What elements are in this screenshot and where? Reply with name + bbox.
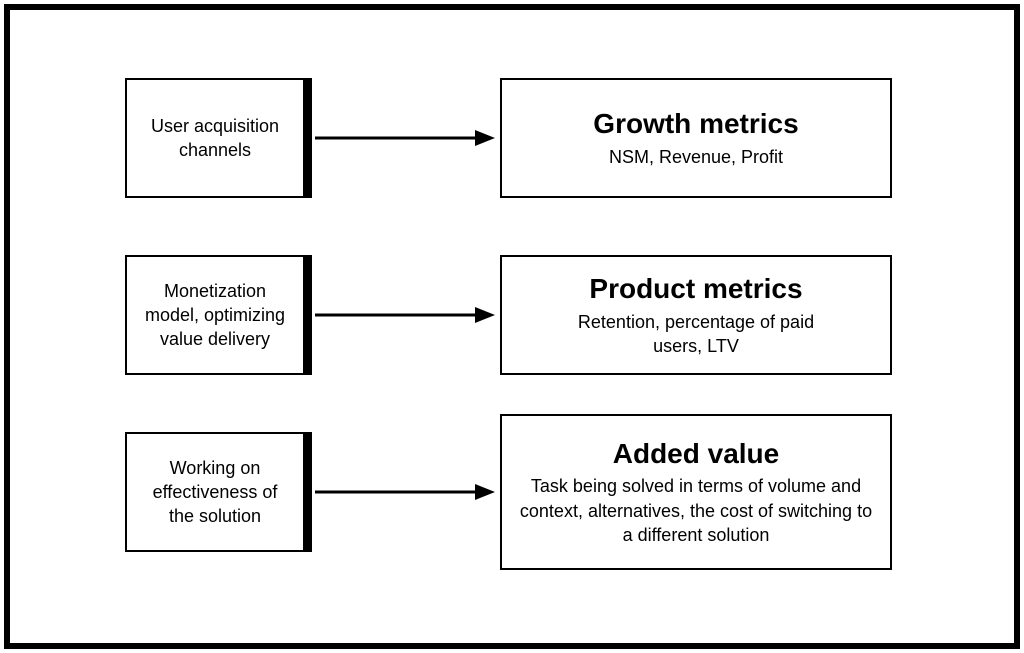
right-subtitle: Task being solved in terms of volume and…: [518, 474, 874, 547]
arrow-icon: [315, 128, 495, 148]
outer-frame: User acquisition channels Growth metrics…: [4, 4, 1020, 649]
arrow-icon: [315, 305, 495, 325]
right-box-product-metrics: Product metrics Retention, percentage of…: [500, 255, 892, 375]
diagram-container: User acquisition channels Growth metrics…: [10, 10, 1014, 643]
right-subtitle: Retention, percentage of paid users, LTV: [561, 310, 831, 359]
right-subtitle: NSM, Revenue, Profit: [609, 145, 783, 169]
right-title: Growth metrics: [593, 107, 798, 141]
left-text: Working on effectiveness of the solution: [139, 456, 291, 529]
left-box-monetization: Monetization model, optimizing value del…: [125, 255, 305, 375]
left-box-user-acquisition: User acquisition channels: [125, 78, 305, 198]
left-text: User acquisition channels: [139, 114, 291, 163]
left-box-effectiveness: Working on effectiveness of the solution: [125, 432, 305, 552]
right-title: Added value: [613, 437, 779, 471]
arrow-icon: [315, 482, 495, 502]
right-box-added-value: Added value Task being solved in terms o…: [500, 414, 892, 570]
right-title: Product metrics: [589, 272, 802, 306]
left-text: Monetization model, optimizing value del…: [139, 279, 291, 352]
right-box-growth-metrics: Growth metrics NSM, Revenue, Profit: [500, 78, 892, 198]
